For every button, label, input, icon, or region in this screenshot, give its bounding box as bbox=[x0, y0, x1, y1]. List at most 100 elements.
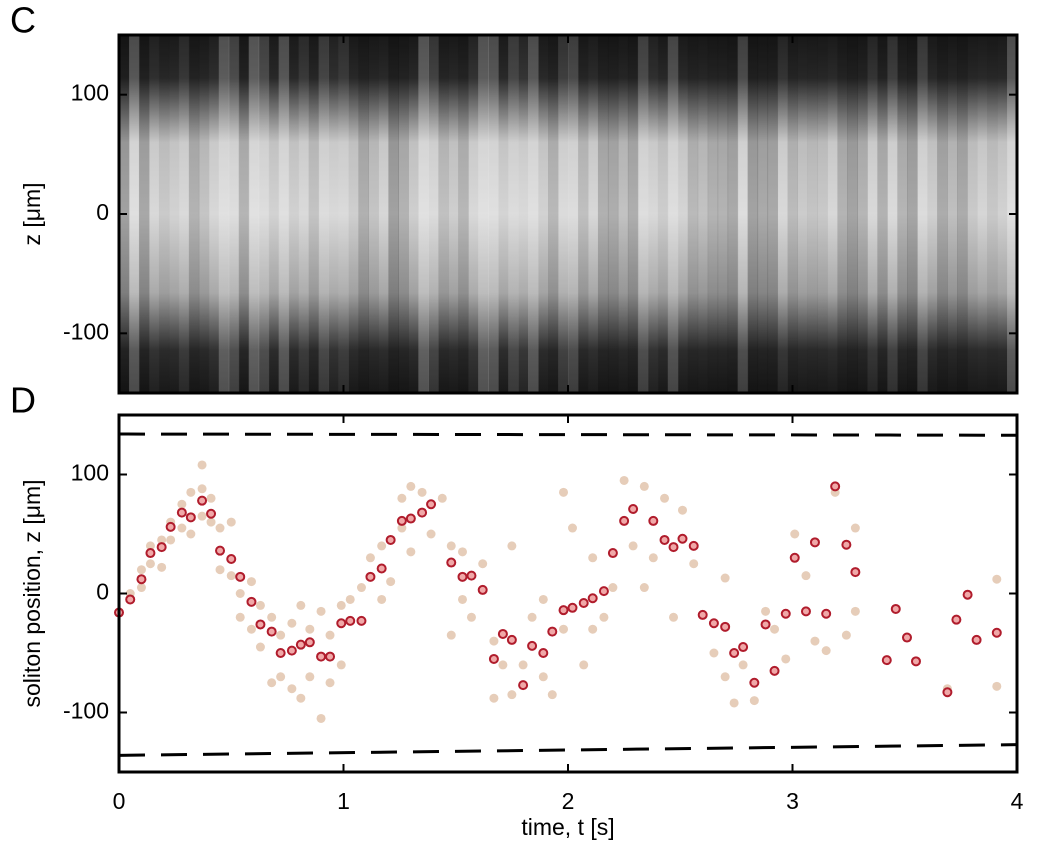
heatmap-stripe bbox=[717, 35, 729, 393]
boundary-line bbox=[118, 743, 1018, 757]
heatmap-stripe bbox=[797, 35, 808, 393]
data-point bbox=[579, 660, 589, 670]
heatmap-stripe bbox=[538, 35, 548, 393]
heatmap-stripe bbox=[498, 35, 508, 393]
data-point bbox=[457, 594, 467, 604]
data-point bbox=[157, 562, 167, 572]
heatmap-stripe bbox=[289, 35, 299, 393]
mean-point bbox=[497, 628, 508, 639]
heatmap-stripe bbox=[777, 35, 789, 393]
mean-point bbox=[295, 639, 306, 650]
data-point bbox=[547, 690, 557, 700]
mean-point bbox=[971, 634, 982, 645]
mean-point bbox=[729, 648, 740, 658]
data-point bbox=[215, 565, 225, 575]
data-point bbox=[215, 523, 225, 533]
heatmap-stripe bbox=[378, 35, 388, 393]
data-point bbox=[325, 678, 335, 688]
x-tick-label: 1 bbox=[337, 788, 350, 814]
mean-point bbox=[325, 651, 336, 662]
data-point bbox=[157, 535, 167, 545]
heatmap-stripe bbox=[368, 35, 379, 393]
heatmap-stripe bbox=[518, 35, 529, 393]
data-point bbox=[145, 559, 155, 569]
data-point bbox=[136, 583, 146, 593]
mean-point bbox=[809, 537, 820, 548]
data-point bbox=[709, 648, 719, 658]
heatmap-stripe bbox=[508, 35, 519, 393]
mean-point bbox=[356, 615, 367, 626]
heatmap-stripe bbox=[448, 35, 459, 393]
mean-point bbox=[405, 513, 416, 524]
heatmap-stripe bbox=[907, 35, 918, 393]
data-point bbox=[628, 541, 638, 551]
data-point bbox=[197, 484, 207, 494]
data-point bbox=[397, 523, 407, 533]
heatmap-stripe bbox=[329, 35, 339, 393]
data-point bbox=[518, 660, 528, 670]
mean-point bbox=[136, 574, 147, 585]
heatmap-stripe bbox=[318, 35, 330, 393]
heatmap-stripe bbox=[787, 35, 798, 393]
mean-point bbox=[518, 680, 529, 691]
data-point bbox=[446, 630, 456, 640]
data-point bbox=[426, 529, 436, 539]
data-point bbox=[801, 571, 811, 581]
heatmap-stripe bbox=[648, 35, 658, 393]
heatmap-stripe bbox=[987, 35, 998, 393]
mean-point bbox=[688, 540, 699, 551]
data-point bbox=[397, 493, 407, 503]
mean-point bbox=[708, 618, 719, 629]
data-point bbox=[246, 577, 256, 587]
mean-point bbox=[991, 627, 1002, 638]
heatmap-stripe bbox=[957, 35, 968, 393]
x-tick-label: 2 bbox=[562, 788, 575, 814]
data-point bbox=[608, 583, 618, 593]
mean-point bbox=[659, 534, 670, 545]
mean-point bbox=[668, 542, 679, 553]
data-point bbox=[336, 660, 346, 670]
heatmap-stripe bbox=[678, 35, 688, 393]
data-point bbox=[599, 612, 609, 622]
y-tick-label: -100 bbox=[63, 318, 109, 344]
mean-point bbox=[760, 619, 771, 630]
heatmap-stripe bbox=[867, 35, 878, 393]
mean-point bbox=[697, 609, 708, 620]
heatmap-stripe bbox=[637, 35, 649, 393]
heatmap-stripe bbox=[757, 35, 769, 393]
mean-point bbox=[780, 608, 791, 619]
heatmap-stripe bbox=[548, 35, 559, 393]
data-point bbox=[255, 600, 265, 610]
mean-point bbox=[558, 605, 569, 616]
mean-point bbox=[720, 621, 731, 632]
heatmap-stripe bbox=[657, 35, 669, 393]
data-point bbox=[226, 517, 236, 527]
data-point bbox=[729, 698, 739, 708]
data-point bbox=[489, 693, 499, 703]
heatmap-stripe bbox=[169, 35, 179, 393]
data-point bbox=[992, 574, 1002, 584]
heatmap-stripe bbox=[438, 35, 449, 393]
heatmap-stripe bbox=[887, 35, 898, 393]
data-point bbox=[559, 624, 569, 634]
heatmap-stripe bbox=[418, 35, 429, 393]
data-point bbox=[177, 499, 187, 509]
data-point bbox=[197, 460, 207, 470]
data-point bbox=[749, 696, 759, 706]
heatmap-image bbox=[119, 35, 1018, 393]
y-axis-label: soliton position, z [μm] bbox=[19, 479, 45, 707]
heatmap-stripe bbox=[937, 35, 948, 393]
data-point bbox=[365, 553, 375, 563]
data-point bbox=[446, 541, 456, 551]
mean-point bbox=[488, 653, 499, 664]
heatmap-stripe bbox=[667, 35, 679, 393]
mean-point bbox=[619, 515, 630, 526]
data-point bbox=[538, 672, 548, 682]
data-point bbox=[276, 630, 286, 640]
data-point bbox=[850, 523, 860, 533]
mean-point bbox=[316, 651, 327, 662]
mean-point bbox=[275, 648, 286, 658]
heatmap-stripe bbox=[269, 35, 279, 393]
data-point bbox=[489, 636, 499, 646]
data-point bbox=[588, 624, 598, 634]
